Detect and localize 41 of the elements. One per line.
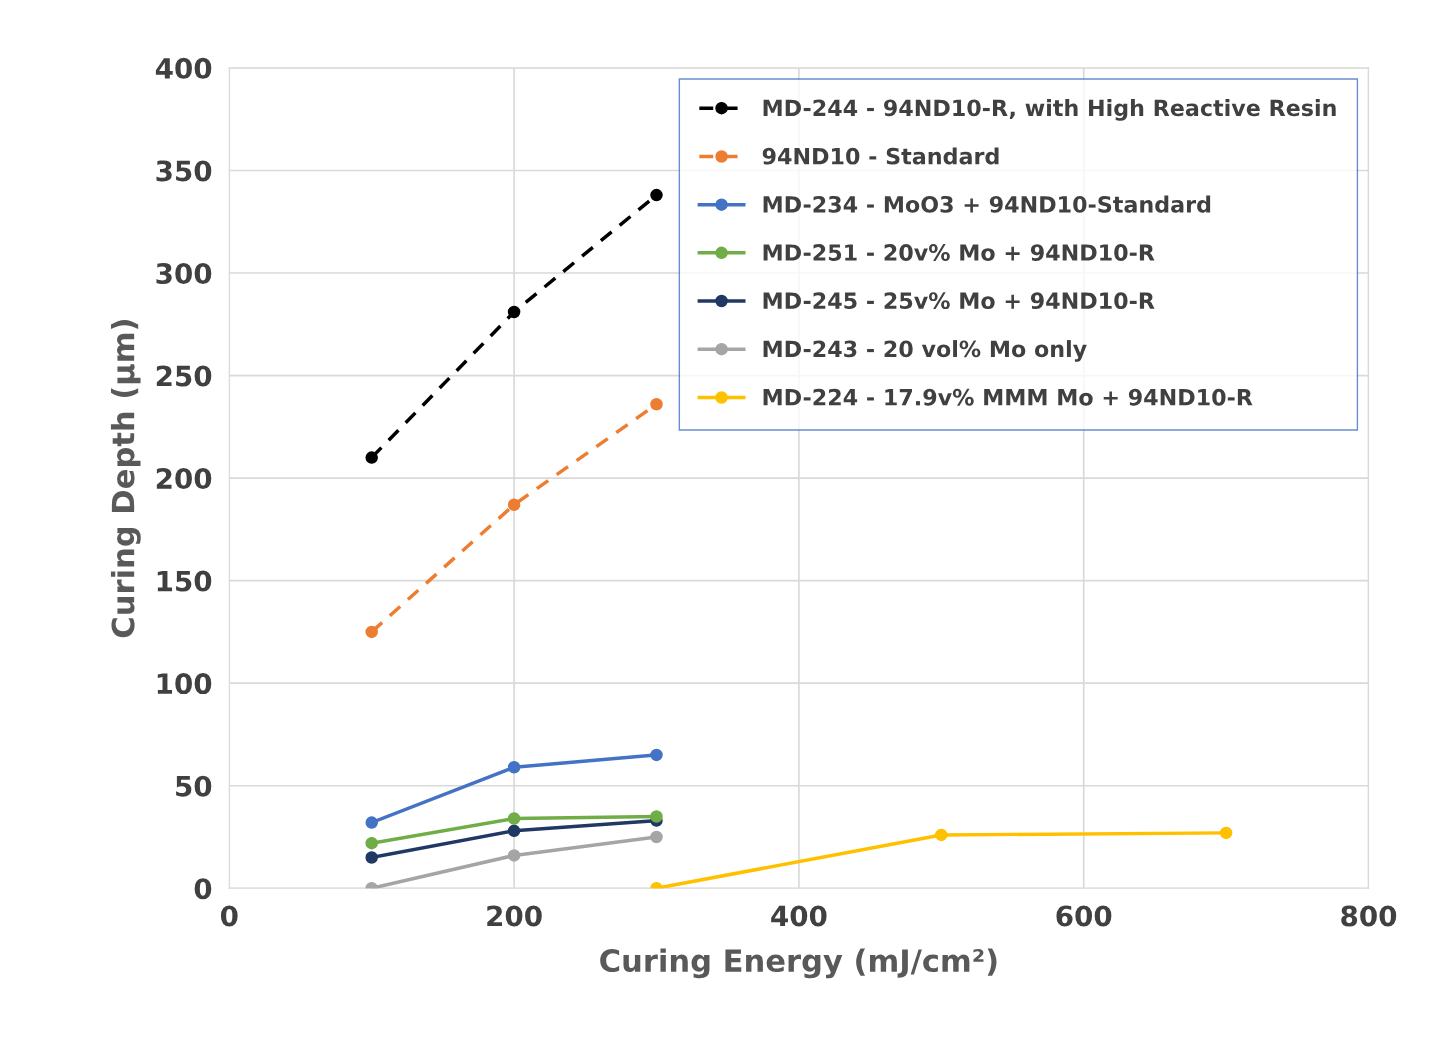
legend-label: 94ND10 - Standard bbox=[762, 147, 999, 165]
y-tick-label: 150 bbox=[157, 570, 212, 592]
y-tick-label: 50 bbox=[176, 775, 212, 797]
y-tick-label: 0 bbox=[194, 878, 212, 900]
x-tick-label: 200 bbox=[487, 905, 542, 927]
x-axis-title: Curing Energy (mJ/cm²) bbox=[600, 948, 997, 979]
point bbox=[650, 188, 663, 202]
legend-label: MD-224 - 17.9v% MMM Mo + 94ND10-R bbox=[763, 388, 1253, 406]
legend-label: MD-251 - 20v% Mo + 94ND10-R bbox=[763, 244, 1155, 261]
y-tick-label: 400 bbox=[155, 57, 212, 79]
legend-label: MD-243 - 20 vol% Mo only bbox=[763, 340, 1087, 362]
x-tick-label: 400 bbox=[771, 905, 827, 927]
point bbox=[1219, 826, 1233, 840]
point bbox=[507, 761, 521, 774]
point bbox=[507, 812, 521, 825]
point bbox=[507, 849, 521, 862]
x-tick-label: 600 bbox=[1056, 905, 1112, 927]
point bbox=[650, 398, 663, 411]
y-tick-label: 250 bbox=[156, 365, 212, 387]
point bbox=[650, 748, 663, 762]
point bbox=[365, 836, 378, 850]
x-tick-label: 0 bbox=[220, 905, 238, 927]
point bbox=[650, 810, 663, 823]
y-tick-label: 300 bbox=[156, 262, 212, 284]
point bbox=[365, 851, 378, 864]
point bbox=[650, 830, 663, 844]
point bbox=[507, 305, 521, 319]
legend-label: MD-244 - 94ND10-R, with High Reactive Resin bbox=[763, 99, 1336, 121]
y-axis-title: Curing Depth (µm) bbox=[110, 320, 141, 638]
point bbox=[935, 828, 948, 842]
y-tick-label: 350 bbox=[156, 160, 212, 182]
point bbox=[365, 451, 378, 464]
legend-label: MD-245 - 25v% Mo + 94ND10-R bbox=[763, 292, 1155, 310]
y-tick-label: 200 bbox=[156, 468, 212, 490]
legend-label: MD-234 - MoO3 + 94ND10-Standard bbox=[763, 195, 1211, 213]
point bbox=[507, 824, 521, 838]
x-tick-label: 800 bbox=[1341, 905, 1397, 927]
point bbox=[507, 498, 521, 511]
y-tick-label: 100 bbox=[157, 673, 212, 695]
point bbox=[365, 816, 378, 829]
point bbox=[365, 625, 378, 639]
